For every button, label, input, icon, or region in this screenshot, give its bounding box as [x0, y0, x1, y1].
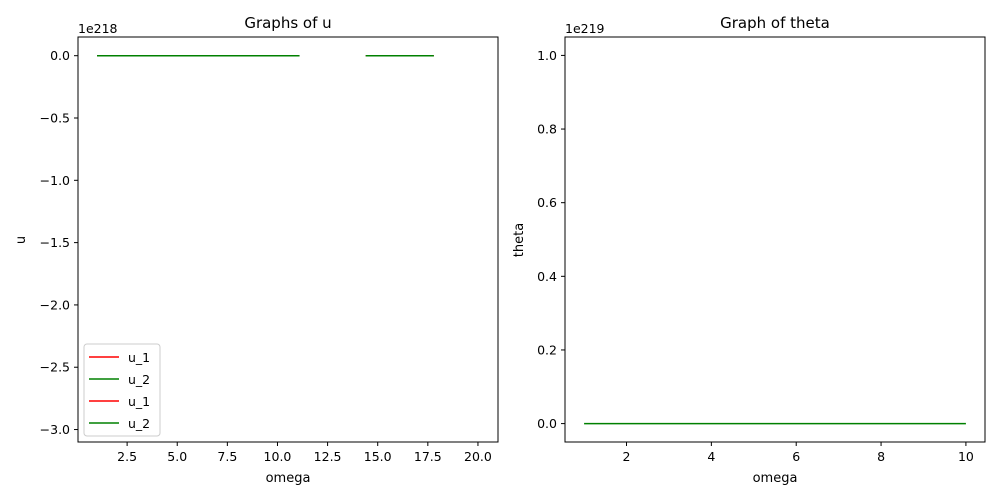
x-tick-label: 10	[958, 449, 974, 464]
chart-title: Graphs of u	[244, 14, 331, 32]
legend-box	[83, 343, 161, 437]
x-tick-label: 2	[623, 449, 631, 464]
x-tick-label: 5.0	[167, 449, 187, 464]
x-tick-label: 20.0	[464, 449, 492, 464]
x-tick-label: 10.0	[264, 449, 292, 464]
y-tick-label: −1.5	[40, 235, 70, 250]
x-axis-label: omega	[753, 471, 798, 486]
legend-label-u2-second: u_2	[128, 416, 150, 431]
x-tick-label: 2.5	[117, 449, 137, 464]
y-offset-label: 1e219	[565, 21, 605, 36]
x-tick-label: 4	[707, 449, 715, 464]
x-tick-label: 12.5	[314, 449, 342, 464]
chart-title: Graph of theta	[720, 14, 830, 32]
x-axis-label: omega	[266, 471, 311, 486]
y-tick-label: −2.0	[40, 297, 70, 312]
y-tick-label: −2.5	[40, 360, 70, 375]
legend-label-u1-second: u_1	[128, 394, 150, 409]
y-axis-label: u	[14, 236, 29, 244]
y-offset-label: 1e218	[78, 21, 118, 36]
plot-area-frame	[77, 36, 499, 443]
y-tick-label: 0.2	[537, 342, 557, 357]
y-tick-label: 0.8	[537, 122, 557, 137]
y-tick-label: −0.5	[40, 111, 70, 126]
x-tick-label: 15.0	[364, 449, 392, 464]
y-tick-label: 0.0	[50, 48, 70, 63]
y-tick-label: −1.0	[40, 173, 70, 188]
theta-chart: 2 4 6 8 10 0.0 0.2 0.4 0.6 0.8 1.0 Graph of theta…	[512, 14, 986, 486]
y-tick-label: 0.0	[537, 416, 557, 431]
legend-label-u1: u_1	[128, 350, 150, 365]
x-tick-label: 7.5	[217, 449, 237, 464]
y-tick-label: −3.0	[40, 422, 70, 437]
y-axis-label: theta	[512, 223, 527, 257]
plot-area-frame	[564, 36, 986, 443]
y-tick-label: 1.0	[537, 48, 557, 63]
x-tick-label: 17.5	[414, 449, 442, 464]
y-tick-label: 0.6	[537, 195, 557, 210]
x-tick-label: 6	[792, 449, 800, 464]
legend-label-u2: u_2	[128, 372, 150, 387]
y-tick-label: 0.4	[537, 269, 557, 284]
legend: u_1 u_2 u_1 u_2	[83, 343, 161, 437]
u-chart: 2.5 5.0 7.5 10.0 12.5 15.0 17.5 20.0 0.0 −0.5 −1.…	[14, 14, 499, 486]
x-tick-label: 8	[877, 449, 885, 464]
